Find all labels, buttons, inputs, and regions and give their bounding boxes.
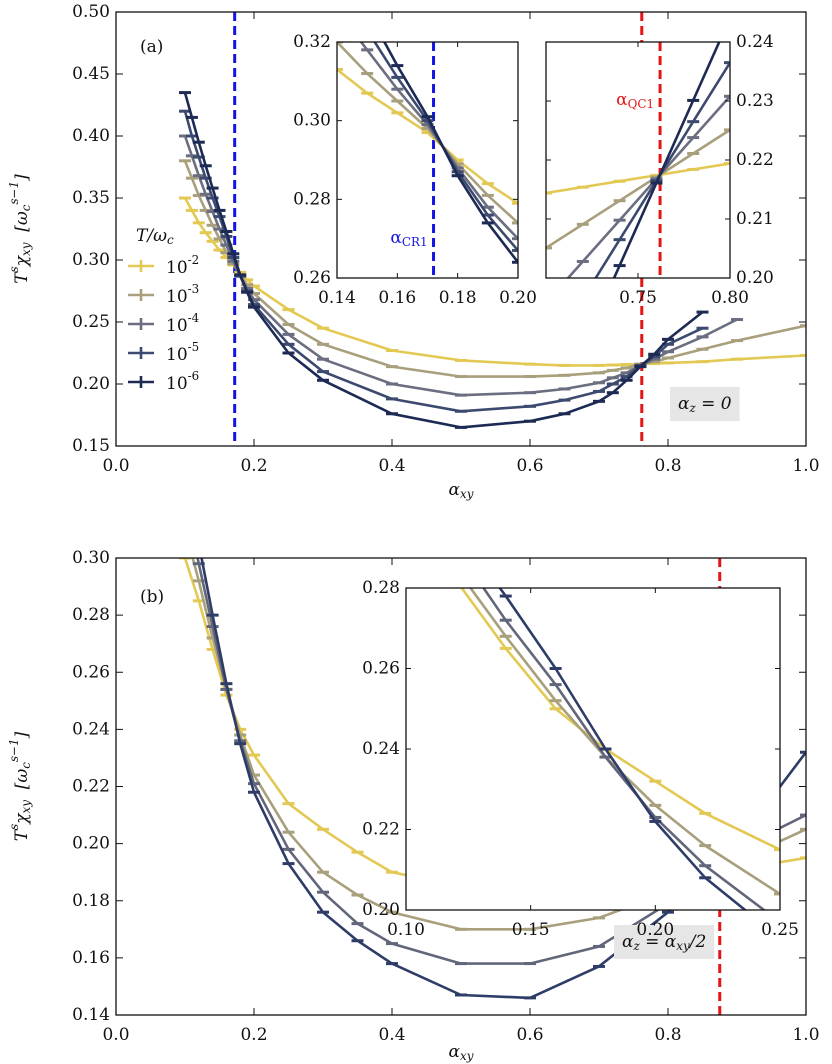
series-line — [183, 92, 704, 429]
legend-label: 10-5 — [166, 340, 199, 365]
y-tick-label: 0.30 — [72, 548, 110, 568]
y-tick-label: 0.14 — [72, 1005, 110, 1025]
y-tick-label: 0.15 — [72, 436, 110, 456]
x-tick-label: 0.6 — [516, 1025, 543, 1045]
series-line — [546, 162, 730, 195]
y-tick-label: 0.50 — [72, 2, 110, 22]
x-tick-label: 0.14 — [318, 288, 356, 308]
x-tick-label: 0.80 — [711, 288, 749, 308]
legend-title: T/ωc — [136, 226, 174, 248]
y-tick-label: 0.20 — [736, 268, 774, 288]
y-axis-label: Tsχxy [ωcs−1] — [7, 731, 33, 841]
y-tick-label: 0.26 — [72, 662, 110, 682]
y-tick-label: 0.28 — [362, 578, 400, 598]
y-tick-label: 0.35 — [72, 188, 110, 208]
inset-background — [546, 42, 730, 278]
x-tick-label: 0.20 — [499, 288, 537, 308]
reference-label: αCR1 — [390, 228, 427, 250]
panel-label: (b) — [140, 587, 164, 607]
x-axis-label: αxy — [449, 1042, 474, 1064]
series-line — [594, 62, 730, 278]
y-tick-label: 0.20 — [72, 374, 110, 394]
series-line — [183, 110, 704, 413]
x-tick-label: 0.75 — [619, 288, 657, 308]
axes-frame — [545, 41, 731, 279]
panel: 0.0 0.2 0.4 0.6 0.8 1.0 0.15 0.20 0.25 0.30 0.35 0.… — [7, 2, 820, 502]
y-tick-label: 0.30 — [293, 110, 331, 130]
y-tick-label: 0.25 — [72, 312, 110, 332]
y-tick-label: 0.26 — [362, 658, 400, 678]
y-tick-label: 0.22 — [362, 819, 400, 839]
plot-area — [337, 42, 518, 278]
plot-area — [546, 42, 730, 278]
y-tick-label: 0.45 — [72, 64, 110, 84]
panel: 0.10 0.15 0.20 0.25 0.20 0.22 0.24 0.26 0.28 — [362, 578, 799, 940]
y-tick-label: 0.24 — [736, 32, 774, 52]
axes-frame — [405, 587, 781, 911]
x-tick-label: 1.0 — [792, 1025, 819, 1045]
x-tick-label: 0.2 — [240, 456, 267, 476]
y-tick-label: 0.22 — [736, 150, 774, 170]
y-tick-label: 0.16 — [72, 947, 110, 967]
x-axis-label: αxy — [449, 480, 474, 502]
inset-background — [337, 42, 518, 278]
axes-frame — [115, 11, 807, 447]
x-tick-label: 0.20 — [636, 920, 674, 940]
text-box: αz = 0 — [678, 394, 732, 416]
y-tick-label: 0.20 — [362, 900, 400, 920]
x-tick-label: 0.15 — [512, 920, 550, 940]
y-tick-label: 0.18 — [72, 890, 110, 910]
y-tick-label: 0.32 — [293, 32, 331, 52]
panel: 0.14 0.16 0.18 0.20 0.26 0.28 0.30 0.32 αCR1 — [293, 32, 537, 308]
y-tick-label: 0.24 — [362, 739, 400, 759]
y-tick-label: 0.28 — [72, 605, 110, 625]
x-tick-label: 0.2 — [240, 1025, 267, 1045]
y-axis-label: Tsχxy [ωcs−1] — [7, 174, 33, 284]
text-box: αz = αxy/2 — [622, 932, 706, 954]
x-tick-label: 0.8 — [654, 1025, 681, 1045]
x-tick-label: 0.18 — [439, 288, 477, 308]
inset-background — [406, 588, 780, 910]
legend-label: 10-3 — [166, 282, 199, 307]
text-box-background — [670, 387, 740, 421]
legend-label: 10-2 — [166, 253, 199, 278]
x-tick-label: 0.4 — [378, 456, 405, 476]
x-tick-label: 0.8 — [654, 456, 681, 476]
x-tick-label: 0.4 — [378, 1025, 405, 1045]
x-tick-label: 0.10 — [387, 920, 425, 940]
series-line — [566, 95, 730, 278]
x-tick-label: 0.25 — [761, 920, 799, 940]
legend-label: 10-4 — [166, 311, 199, 336]
x-tick-label: 0.16 — [378, 288, 416, 308]
x-tick-label: 1.0 — [792, 456, 819, 476]
y-tick-label: 0.23 — [736, 91, 774, 111]
y-tick-label: 0.30 — [72, 250, 110, 270]
series-line — [612, 42, 721, 278]
text-box-background — [614, 925, 715, 959]
x-tick-label: 0.6 — [516, 456, 543, 476]
plot-area — [460, 588, 780, 910]
panel: 0.0 0.2 0.4 0.6 0.8 1.00.140.160.180.200.220.… — [7, 548, 820, 1064]
axes-frame — [115, 557, 807, 1016]
panel: 0.75 0.800.20 0.21 0.22 0.23 0.24 αQC1 — [545, 32, 774, 308]
legend-label: 10-6 — [166, 369, 199, 394]
y-tick-label: 0.26 — [293, 268, 331, 288]
y-tick-label: 0.21 — [736, 209, 774, 229]
y-tick-label: 0.28 — [293, 189, 331, 209]
y-tick-label: 0.40 — [72, 126, 110, 146]
series-line — [546, 128, 730, 249]
panel-label: (a) — [140, 37, 163, 57]
x-tick-label: 0.0 — [102, 456, 129, 476]
axes-frame — [336, 41, 519, 279]
reference-label: αQC1 — [616, 90, 654, 112]
y-tick-label: 0.22 — [72, 776, 110, 796]
y-tick-label: 0.24 — [72, 719, 110, 739]
y-tick-label: 0.20 — [72, 833, 110, 853]
x-tick-label: 0.0 — [102, 1025, 129, 1045]
